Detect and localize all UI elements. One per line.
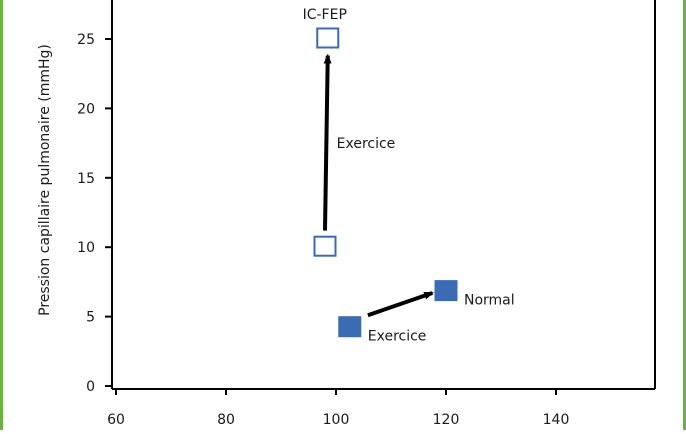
x-tick-label: 80 — [217, 412, 235, 428]
y-tick-label: 10 — [77, 240, 95, 256]
y-tick-label: 15 — [77, 171, 95, 187]
icfep-point-1 — [313, 235, 337, 257]
x-tick-label: 100 — [323, 412, 350, 428]
axes — [105, 0, 656, 395]
x-tick-label: 120 — [433, 412, 460, 428]
y-tick-label: 0 — [86, 379, 95, 395]
normal-point-1 — [338, 316, 362, 338]
annotation-1: IC-FEP — [303, 7, 347, 23]
chart: 0 5 10 15 20 25 60 80 100 120 140 Pression capillai… — [37, 0, 656, 428]
annotation-2: Exercice — [337, 136, 396, 152]
x-tick-label: 60 — [107, 412, 125, 428]
normal-point-2 — [434, 280, 458, 302]
chart-marks — [313, 27, 458, 338]
x-tick-label: 140 — [543, 412, 570, 428]
y-tick-label: 5 — [86, 310, 95, 326]
annotation-3: Normal — [464, 293, 515, 309]
y-tick-label: 20 — [77, 101, 95, 117]
arrow-1 — [323, 53, 332, 231]
annotation-4: Exercice — [368, 329, 427, 345]
chart-labels: 0 5 10 15 20 25 60 80 100 120 140 Pression capillai… — [37, 7, 569, 428]
y-axis-title: Pression capillaire pulmonaire (mmHg) — [37, 44, 53, 316]
icfep-point-2 — [316, 27, 340, 49]
y-tick-label: 25 — [77, 32, 95, 48]
arrow-2 — [367, 291, 435, 318]
